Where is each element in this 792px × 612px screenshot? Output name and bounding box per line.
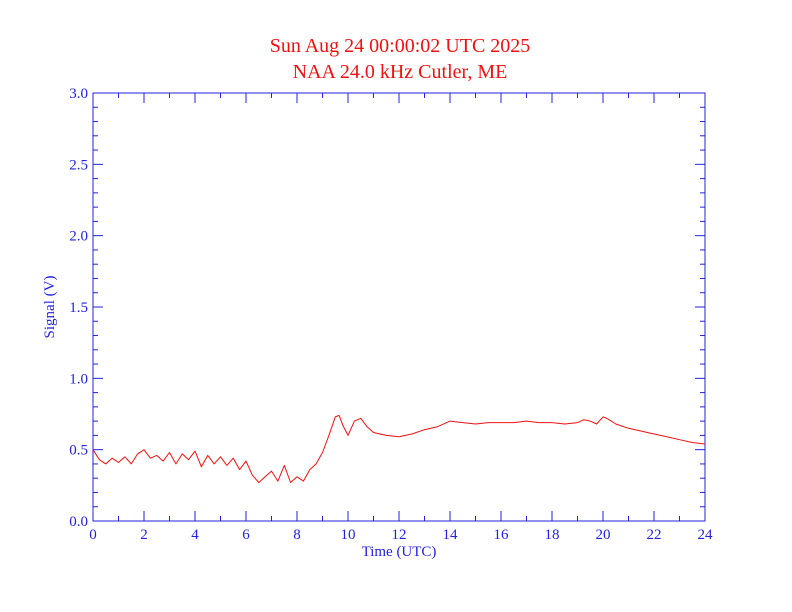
y-tick-label: 1.5 [69,300,88,316]
y-tick-label: 2.0 [69,229,88,245]
y-axis-label: Signal (V) [42,276,58,339]
chart-subtitle: NAA 24.0 kHz Cutler, ME [293,61,508,83]
series-line [92,414,706,483]
y-tick-label: 1.0 [69,371,88,387]
x-tick-label: 14 [443,527,459,543]
x-tick-label: 4 [191,527,199,543]
x-tick-label: 24 [698,527,714,543]
y-tick-label: 3.0 [69,86,88,102]
axis-ticks [92,92,706,522]
x-tick-labels: 0 2 4 6 8 10 12 14 16 18 20 22 24 [89,527,713,543]
x-tick-label: 8 [293,527,301,543]
series-group [92,414,706,483]
chart-title: Sun Aug 24 00:00:02 UTC 2025 [270,35,531,57]
x-tick-label: 22 [647,527,662,543]
y-tick-label: 2.5 [69,157,88,173]
y-tick-label: 0.0 [69,514,88,530]
x-tick-label: 6 [242,527,250,543]
x-tick-label: 12 [392,527,407,543]
x-tick-label: 20 [596,527,611,543]
x-axis-label: Time (UTC) [362,544,437,560]
x-tick-label: 10 [341,527,356,543]
y-tick-label: 0.5 [69,443,88,459]
x-tick-label: 0 [89,527,97,543]
x-tick-label: 2 [140,527,148,543]
x-tick-label: 18 [545,527,560,543]
y-tick-labels: 0.0 0.5 1.0 1.5 2.0 2.5 3.0 [69,86,88,530]
x-tick-label: 16 [494,527,510,543]
